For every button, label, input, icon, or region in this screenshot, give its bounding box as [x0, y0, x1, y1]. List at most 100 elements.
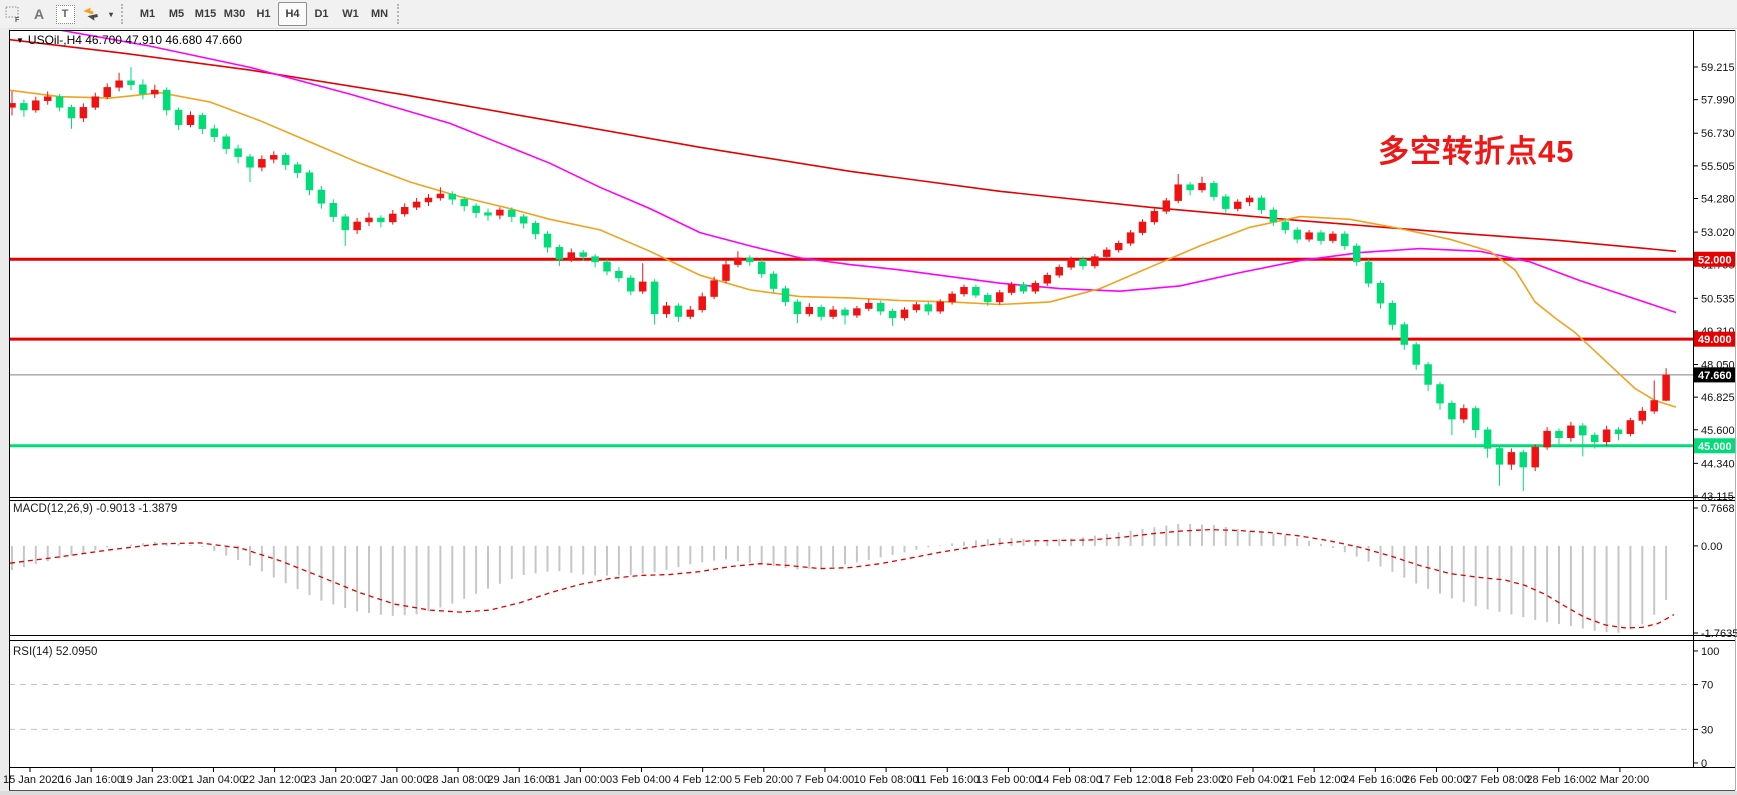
candle-body — [924, 304, 933, 312]
timeframe-button-W1[interactable]: W1 — [342, 8, 359, 20]
price-badge-47.660 — [1694, 367, 1735, 383]
text-tool-icon[interactable]: T — [52, 3, 78, 25]
time-label: 14 Feb 08:00 — [1037, 774, 1102, 786]
candle-body — [1114, 243, 1123, 251]
candle-body — [1103, 249, 1111, 257]
price-badge-52.000 — [1694, 251, 1735, 267]
candle-body — [317, 189, 326, 204]
timeframe-button-D1[interactable]: D1 — [314, 8, 329, 20]
candle-body — [115, 80, 123, 88]
arrows-tool-icon[interactable] — [78, 3, 104, 25]
price-tick-label: 43.115 — [1701, 491, 1734, 503]
price-badge-45.000 — [1694, 438, 1735, 454]
candle-body — [55, 96, 64, 108]
candle-body — [281, 155, 290, 165]
candle-body — [1341, 233, 1349, 247]
main-price-panel — [9, 30, 1693, 492]
candle-body — [210, 128, 219, 137]
timeframe-toolbar: M1 M5 M15 M30 H1 H4 D1 W1 MN — [133, 2, 394, 26]
candle-body — [1579, 425, 1587, 436]
rsi-tick-label: 70 — [1701, 680, 1713, 692]
candle-body — [1424, 364, 1432, 385]
ma-fast-line — [9, 89, 1677, 408]
candle-body — [341, 216, 349, 231]
candle-body — [876, 302, 885, 312]
candle-body — [1245, 197, 1254, 203]
candle-body — [591, 256, 599, 263]
candle-body — [258, 159, 266, 168]
time-label: 19 Jan 23:00 — [120, 774, 184, 786]
window-bottom-edge — [0, 791, 1737, 795]
ma-slow-line — [9, 38, 1677, 253]
candle-body — [1662, 374, 1670, 401]
candle-body — [829, 309, 837, 317]
candle-body — [531, 223, 540, 235]
candle-body — [567, 252, 576, 260]
candle-body — [853, 308, 861, 316]
candle-body — [1495, 448, 1504, 465]
timeframe-button-M30[interactable]: M30 — [223, 8, 246, 20]
candle-body — [781, 288, 790, 303]
timeframe-button-M1[interactable]: M1 — [139, 8, 156, 20]
candle-body — [1638, 410, 1647, 421]
candle-body — [1567, 425, 1575, 439]
candle-body — [984, 294, 992, 303]
candle-body — [579, 252, 587, 257]
template-grid-icon[interactable]: F — [0, 3, 26, 25]
candle-body — [1150, 211, 1159, 223]
candle-body — [484, 212, 492, 216]
candle-body — [460, 199, 468, 207]
price-tick-label: 59.215 — [1701, 62, 1735, 74]
arrows-tool-glyph — [83, 7, 98, 21]
panel-frames — [9, 30, 1736, 791]
candle-body — [1067, 259, 1075, 268]
time-label: 27 Feb 08:00 — [1465, 774, 1530, 786]
candle-body — [91, 96, 100, 108]
candle-body — [329, 203, 338, 217]
time-label: 16 Jan 16:00 — [59, 774, 123, 786]
macd-tick-label: 0.7668 — [1701, 503, 1735, 515]
text-label-tool-icon[interactable]: A — [33, 6, 45, 22]
time-label: 22 Jan 12:00 — [243, 774, 307, 786]
price-tick-label: 46.825 — [1701, 392, 1735, 404]
arrows-dropdown-icon[interactable]: ▾ — [108, 9, 113, 19]
candle-body — [615, 270, 623, 279]
candle-body — [472, 205, 480, 213]
timeframe-button-H1[interactable]: H1 — [256, 8, 271, 20]
candle-body — [1055, 266, 1063, 276]
price-tick-label: 55.505 — [1701, 161, 1735, 173]
toolbar-grip[interactable] — [121, 4, 130, 24]
candle-body — [246, 156, 254, 168]
candle-body — [305, 172, 314, 191]
time-label: 13 Feb 00:00 — [976, 774, 1041, 786]
template-grid-glyph: F — [5, 6, 20, 23]
price-badge-49.000 — [1694, 331, 1735, 347]
toolbar: F A T ▾ M1 M5 M15 M30 H1 H4 D1 W1 MN — [0, 0, 1737, 29]
candle-body — [9, 103, 16, 108]
candle-body — [424, 197, 433, 203]
candle-body — [1162, 200, 1171, 212]
candle-body — [1650, 400, 1658, 412]
time-label: 3 Feb 04:00 — [612, 774, 671, 786]
candle-body — [722, 264, 730, 281]
timeframe-button-MN[interactable]: MN — [370, 8, 389, 20]
toolbar-grip-2[interactable] — [397, 4, 406, 24]
candle-body — [638, 281, 647, 292]
candle-body — [1388, 302, 1397, 325]
candles-layer — [9, 67, 1670, 492]
candle-body — [1602, 429, 1611, 443]
candle-body — [769, 273, 778, 289]
time-label: 24 Feb 16:00 — [1343, 774, 1408, 786]
timeframe-button-M15[interactable]: M15 — [194, 8, 217, 20]
timeframe-button-H4[interactable]: H4 — [278, 2, 307, 26]
candle-body — [519, 216, 528, 224]
time-label: 10 Feb 08:00 — [854, 774, 919, 786]
candle-body — [162, 89, 171, 111]
time-label: 20 Feb 04:00 — [1221, 774, 1286, 786]
timeframe-button-M5[interactable]: M5 — [168, 8, 185, 20]
price-axis[interactable]: 59.21557.99056.73055.50554.28053.02051.7… — [1693, 62, 1737, 770]
candle-body — [1126, 232, 1135, 244]
